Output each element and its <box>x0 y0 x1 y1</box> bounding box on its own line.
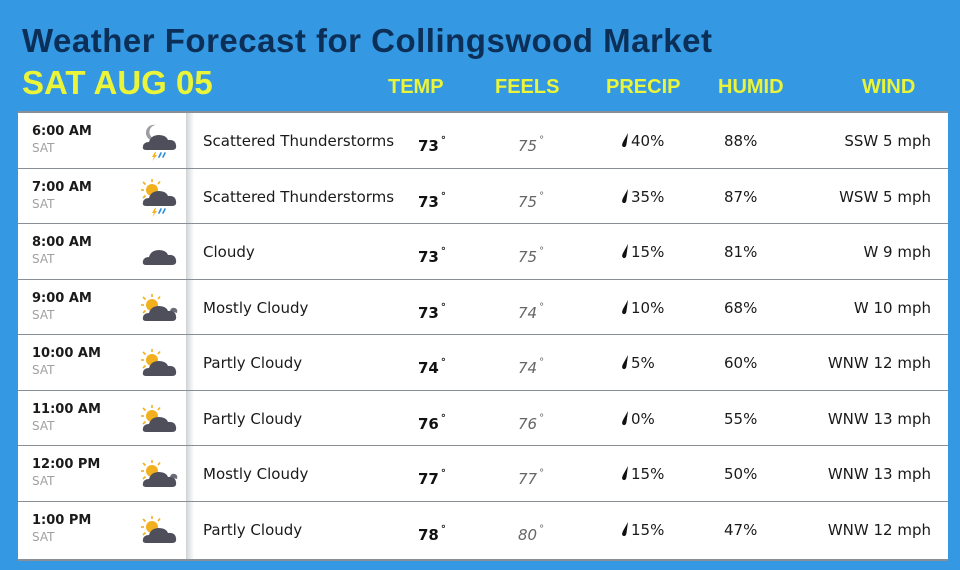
row-condition: Mostly Cloudy <box>203 465 309 483</box>
row-temp: 73 ° <box>418 135 446 155</box>
row-feels: 80 ° <box>518 523 545 544</box>
column-header-humid: HUMID <box>718 76 784 98</box>
row-feels: 75 ° <box>518 135 545 155</box>
column-header-temp: TEMP <box>388 76 444 98</box>
row-humidity: 55% <box>724 409 758 428</box>
column-divider <box>186 113 194 559</box>
row-feels: 75 ° <box>518 190 545 211</box>
row-humidity: 60% <box>724 354 758 372</box>
row-time: 11:00 AM <box>32 401 101 417</box>
row-temp: 74 ° <box>418 357 446 377</box>
row-wind: WNW 12 mph <box>827 520 931 539</box>
column-header-precip: PRECIP <box>606 76 681 98</box>
forecast-date: SAT AUG 05 <box>22 64 213 101</box>
row-feels: 77 ° <box>518 468 545 488</box>
table-row: 12:00 PM SAT Mostly Cloudy 77 ° 77 ° 15% 5… <box>18 446 948 502</box>
cloud-icon <box>140 233 180 269</box>
row-time: 1:00 PM <box>32 512 92 528</box>
row-precip: 15% <box>620 243 664 261</box>
row-day: SAT <box>32 529 55 544</box>
row-humidity: 88% <box>724 132 758 150</box>
row-wind: W 9 mph <box>863 243 931 261</box>
row-precip: 5% <box>620 354 655 372</box>
row-precip: 40% <box>620 132 664 150</box>
forecast-table: 6:00 AM SAT Scattered Thunderstorms 73 ° … <box>18 111 948 561</box>
row-precip: 35% <box>620 188 664 206</box>
row-humidity: 50% <box>724 465 758 483</box>
row-feels: 75 ° <box>518 246 545 266</box>
row-day: SAT <box>32 196 55 211</box>
table-row: 6:00 AM SAT Scattered Thunderstorms 73 ° … <box>18 113 948 169</box>
column-header-feels: FEELS <box>495 76 560 98</box>
row-temp: 73 ° <box>418 190 446 211</box>
mostly-cloudy-icon <box>140 455 180 491</box>
row-condition: Mostly Cloudy <box>203 298 309 317</box>
row-time: 6:00 AM <box>32 124 92 139</box>
raindrop-icon <box>622 466 628 481</box>
row-feels: 74 ° <box>518 301 545 322</box>
raindrop-icon <box>622 133 628 148</box>
row-day: SAT <box>32 252 55 266</box>
night-thunderstorm-icon <box>140 122 180 161</box>
raindrop-icon <box>622 521 628 536</box>
row-wind: SSW 5 mph <box>844 132 931 150</box>
table-row: 11:00 AM SAT Partly Cloudy 76 ° 76 ° 0% 55… <box>18 391 948 446</box>
row-temp: 78 ° <box>418 523 446 544</box>
table-row: 10:00 AM SAT Partly Cloudy 74 ° 74 ° 5% 60… <box>18 335 948 391</box>
table-row: 1:00 PM SAT Partly Cloudy 78 ° 80 ° 15% 47… <box>18 502 948 558</box>
row-wind: WNW 13 mph <box>827 465 931 483</box>
partly-cloudy-icon <box>140 511 180 547</box>
raindrop-icon <box>622 299 628 314</box>
row-wind: WSW 5 mph <box>839 187 931 206</box>
row-condition: Partly Cloudy <box>203 409 303 428</box>
row-condition: Partly Cloudy <box>203 520 303 539</box>
row-precip: 0% <box>620 410 655 428</box>
row-precip: 10% <box>620 299 664 317</box>
row-temp: 77 ° <box>418 468 446 488</box>
row-day: SAT <box>32 307 55 322</box>
row-temp: 76 ° <box>418 412 446 433</box>
row-humidity: 81% <box>724 243 758 261</box>
row-wind: WNW 13 mph <box>827 409 931 428</box>
row-humidity: 87% <box>724 187 758 206</box>
row-day: SAT <box>32 141 55 155</box>
row-condition: Cloudy <box>203 243 255 261</box>
row-day: SAT <box>32 418 55 433</box>
row-wind: W 10 mph <box>853 298 931 317</box>
row-day: SAT <box>32 474 55 488</box>
table-row: 9:00 AM SAT Mostly Cloudy 73 ° 74 ° 10% 68… <box>18 280 948 335</box>
row-time: 7:00 AM <box>32 179 92 195</box>
table-row: 7:00 AM SAT Scattered Thunderstorms 73 ° … <box>18 169 948 224</box>
mostly-cloudy-icon <box>140 289 180 325</box>
row-temp: 73 ° <box>418 301 446 322</box>
page-title: Weather Forecast for Collingswood Market <box>22 22 713 59</box>
table-row: 8:00 AM SAT Cloudy 73 ° 75 ° 15% 81% W 9 m… <box>18 224 948 280</box>
row-humidity: 68% <box>724 298 758 317</box>
row-time: 12:00 PM <box>32 457 101 472</box>
row-condition: Scattered Thunderstorms <box>203 187 395 206</box>
row-wind: WNW 12 mph <box>827 354 931 372</box>
row-time: 10:00 AM <box>32 346 101 361</box>
partly-cloudy-icon <box>140 400 180 436</box>
row-humidity: 47% <box>724 520 758 539</box>
row-condition: Partly Cloudy <box>203 354 303 372</box>
raindrop-icon <box>622 244 628 259</box>
column-header-wind: WIND <box>862 76 916 98</box>
partly-cloudy-icon <box>140 344 180 380</box>
row-time: 8:00 AM <box>32 235 92 250</box>
raindrop-icon <box>622 410 628 425</box>
raindrop-icon <box>622 188 628 203</box>
day-thunderstorm-icon <box>140 178 180 217</box>
row-feels: 76 ° <box>518 412 545 433</box>
row-temp: 73 ° <box>418 246 446 266</box>
raindrop-icon <box>622 355 628 370</box>
row-precip: 15% <box>620 521 664 539</box>
row-precip: 15% <box>620 465 664 483</box>
row-feels: 74 ° <box>518 357 545 377</box>
row-time: 9:00 AM <box>32 290 92 306</box>
row-day: SAT <box>32 363 55 377</box>
row-condition: Scattered Thunderstorms <box>203 132 395 150</box>
